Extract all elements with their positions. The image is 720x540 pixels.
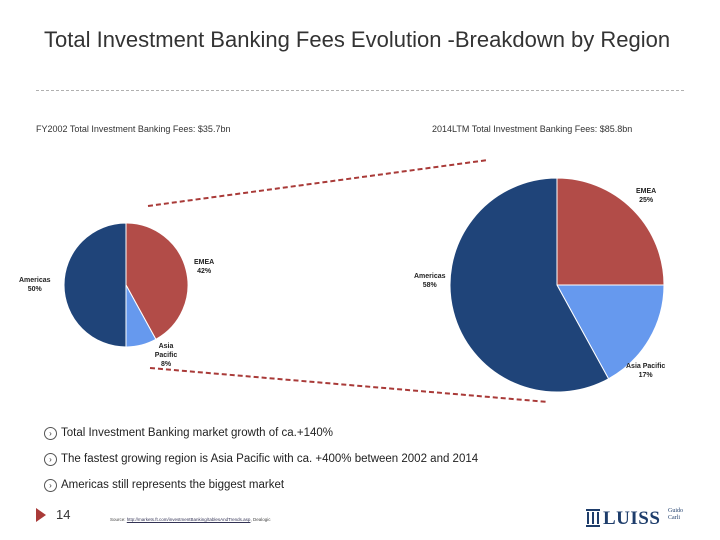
pie1-asia-value: 8% bbox=[160, 361, 172, 368]
source-label: Source: bbox=[110, 517, 126, 522]
pie2-slice-americas bbox=[449, 177, 610, 393]
pie-chart-2014 bbox=[449, 177, 665, 393]
chart-1-title: FY2002 Total Investment Banking Fees: $3… bbox=[36, 124, 231, 134]
source-suffix: , Dealogic bbox=[250, 517, 271, 522]
pie2-americas-name: Americas bbox=[414, 273, 446, 280]
pie1-asia-name: Asia Pacific bbox=[154, 343, 178, 359]
pie2-asia-name: Asia Pacific bbox=[626, 363, 666, 370]
title-divider bbox=[36, 90, 684, 91]
bullet-list: › Total Investment Banking market growth… bbox=[44, 420, 478, 498]
logo-subtext-line: Guido bbox=[668, 508, 683, 514]
pie1-emea-value: 42% bbox=[197, 268, 212, 275]
logo-subtext: Guido Carli bbox=[668, 508, 683, 521]
pie2-asia-value: 17% bbox=[638, 372, 653, 379]
pie2-emea-name: EMEA bbox=[636, 188, 657, 195]
pie1-americas-value: 50% bbox=[27, 286, 42, 293]
page-number: 14 bbox=[56, 507, 71, 522]
logo-text: LUISS bbox=[603, 508, 661, 529]
bullet-text: Total Investment Banking market growth o… bbox=[61, 427, 333, 439]
pie2-americas-value: 58% bbox=[422, 282, 437, 289]
pie1-slice-emea bbox=[125, 222, 189, 341]
source-note: Source: http://markets.ft.com/investment… bbox=[110, 517, 270, 522]
luiss-logo: LUISS Guido Carli bbox=[586, 505, 683, 529]
pie1-americas-label: Americas 50% bbox=[19, 276, 51, 294]
arrow-circle-icon: › bbox=[44, 478, 57, 492]
pie-chart-2002 bbox=[63, 222, 189, 348]
pie2-slice-emea bbox=[556, 177, 665, 286]
pie2-emea-label: EMEA 25% bbox=[636, 187, 656, 205]
bullet-text: Americas still represents the biggest ma… bbox=[61, 479, 285, 491]
pie1-asia-label: Asia Pacific 8% bbox=[151, 342, 181, 369]
chart-2-title: 2014LTM Total Investment Banking Fees: $… bbox=[432, 124, 633, 134]
pie1-slice-americas bbox=[63, 222, 127, 348]
logo-subtext-line: Carli bbox=[668, 514, 680, 521]
bullet-item: › The fastest growing region is Asia Pac… bbox=[44, 446, 478, 472]
connector-line-top bbox=[147, 159, 489, 207]
page-marker-icon bbox=[36, 508, 46, 522]
pie2-slice-asia-pacific bbox=[556, 284, 665, 380]
source-link[interactable]: http://markets.ft.com/investmentBanking/… bbox=[126, 517, 251, 522]
pie2-americas-label: Americas 58% bbox=[414, 272, 446, 290]
building-icon bbox=[586, 509, 600, 527]
arrow-circle-icon: › bbox=[44, 426, 57, 440]
pie1-emea-label: EMEA 42% bbox=[194, 258, 214, 276]
pie2-asia-label: Asia Pacific 17% bbox=[626, 362, 665, 380]
bullet-item: › Total Investment Banking market growth… bbox=[44, 420, 478, 446]
pie1-emea-name: EMEA bbox=[194, 259, 215, 266]
arrow-circle-icon: › bbox=[44, 452, 57, 466]
bullet-item: › Americas still represents the biggest … bbox=[44, 472, 478, 498]
bullet-text: The fastest growing region is Asia Pacif… bbox=[61, 453, 479, 465]
pie2-emea-value: 25% bbox=[639, 197, 654, 204]
pie1-americas-name: Americas bbox=[19, 277, 51, 284]
connector-line-bottom bbox=[149, 367, 549, 403]
page-title: Total Investment Banking Fees Evolution … bbox=[44, 27, 671, 52]
